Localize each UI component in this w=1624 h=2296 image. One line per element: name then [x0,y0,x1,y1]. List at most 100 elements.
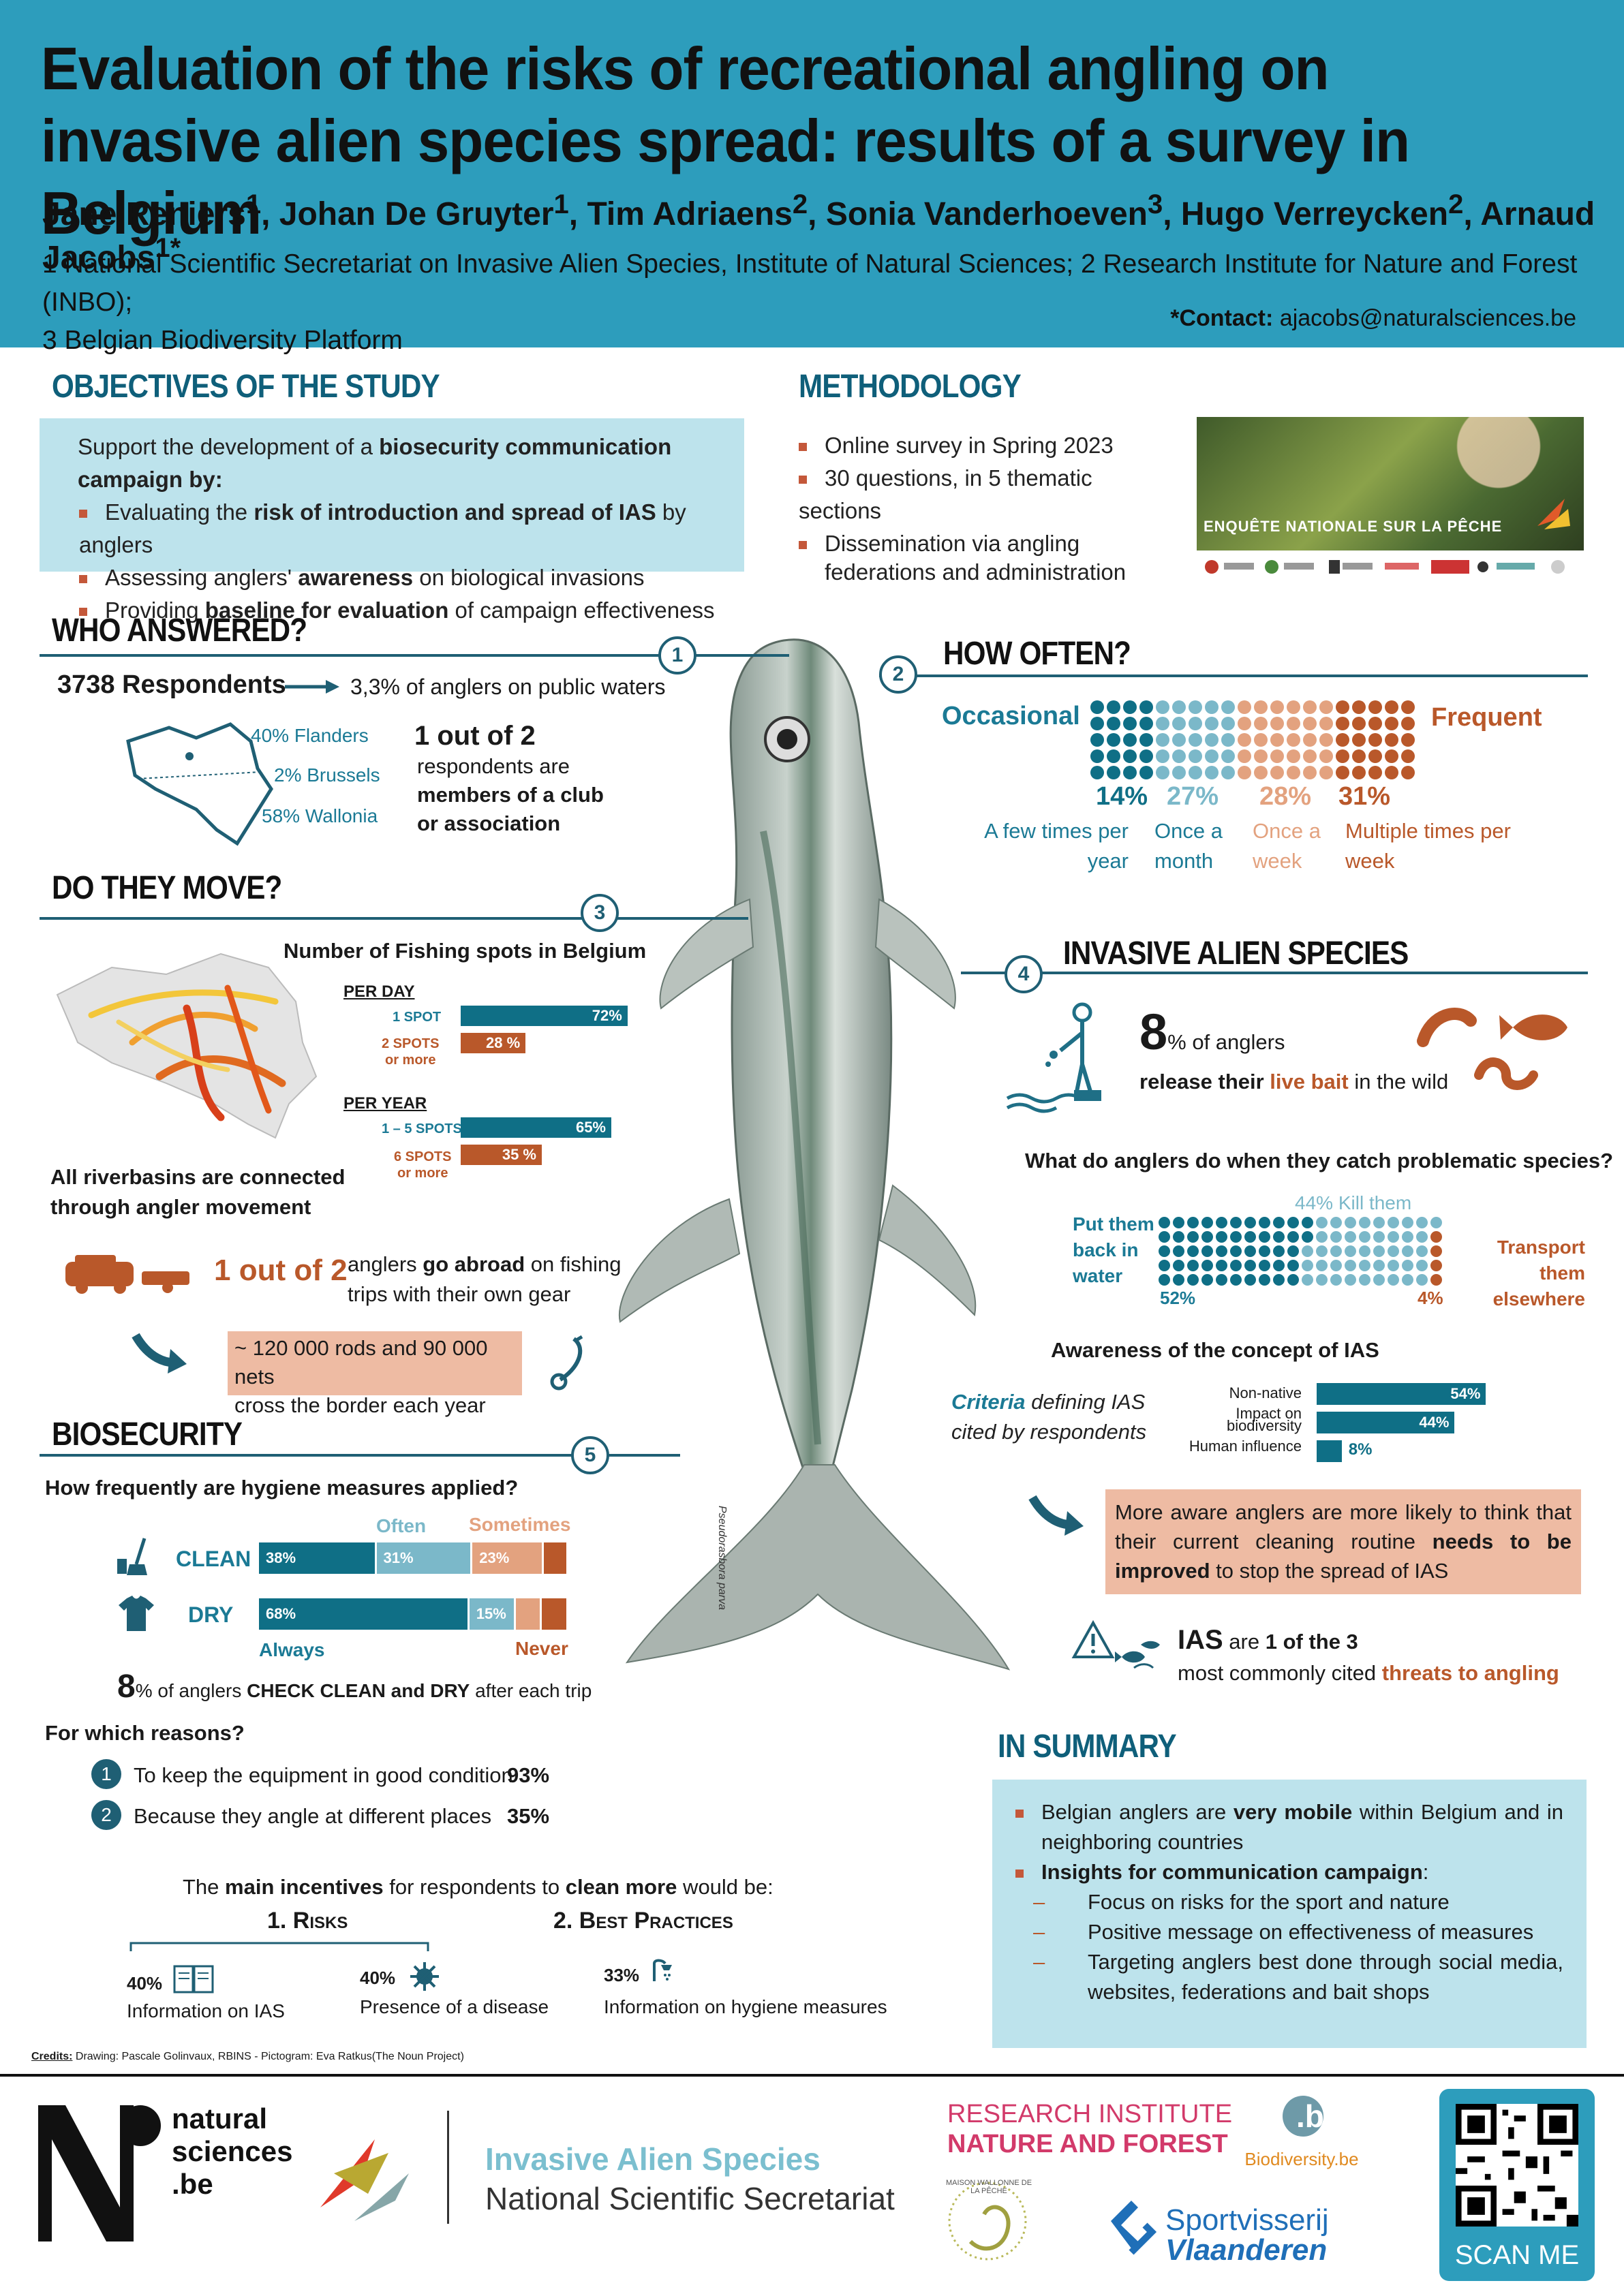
frequency-dot [1319,700,1333,714]
frequency-dot [1401,766,1415,779]
catch-dot [1402,1245,1413,1257]
catch-dot [1316,1231,1328,1243]
clean-segment-label: 23% [479,1549,510,1566]
frequency-dot [1270,766,1284,779]
spots-bar-label: 72% [592,1007,622,1024]
catch-dot [1345,1231,1356,1243]
frequency-dot [1090,733,1104,747]
catch-dot [1402,1260,1413,1271]
catch-dot [1273,1260,1285,1271]
frequency-dot [1368,717,1382,730]
catch-dot [1330,1217,1342,1228]
sportvisserij-name-2: Vlaanderen [1165,2233,1328,2267]
catch-dot [1173,1245,1184,1257]
frequency-dot [1172,717,1186,730]
catch-dot [1159,1274,1170,1286]
methodology-list: Online survey in Spring 2023 30 question… [799,433,1127,585]
frequency-dot [1238,733,1251,747]
catch-dot [1316,1217,1328,1228]
hygiene-question: How frequently are hygiene measures appl… [45,1476,519,1500]
frequency-dot [1205,749,1219,763]
frequency-dot [1385,749,1398,763]
catch-dot [1316,1245,1328,1257]
logo-mark-icon [1537,499,1570,529]
frequency-dot [1319,749,1333,763]
biodiversity-logo-icon: .be [1283,2096,1341,2137]
catch-dot [1216,1231,1227,1243]
criteria-bar-label: 44% [1419,1414,1450,1431]
catch-dot [1173,1274,1184,1286]
biodiversity-label: Biodiversity.be [1244,2149,1359,2169]
frequency-dot [1205,700,1219,714]
clean-segment: 31% [376,1542,471,1574]
frequency-dot [1368,733,1382,747]
sportvisserij-name-1: Sportvisserij [1165,2203,1329,2237]
reason-1-value: 93% [507,1763,550,1787]
frequency-dot [1254,733,1268,747]
catch-dot [1216,1217,1227,1228]
frequency-dot [1401,700,1415,714]
dry-segment [542,1598,566,1630]
frequency-dot [1238,766,1251,779]
criteria-bar: 44% [1317,1412,1455,1433]
car-trailer-icon [65,1255,189,1294]
catch-dot [1244,1274,1256,1286]
catch-dot [1159,1260,1170,1271]
biosecurity-number: 5 [571,1436,609,1474]
incentive-2-value: 40% [360,1968,396,1988]
frequency-dot [1123,700,1137,714]
partner-logos-strip [1197,550,1584,583]
threat-text: IAS are 1 of the 3 most commonly cited th… [1178,1625,1559,1685]
catch-dot [1187,1274,1199,1286]
clean-stacked-bar: 38% 31% 23% [259,1542,568,1574]
frequency-dot [1221,700,1235,714]
club-ratio: 1 out of 2 [414,721,536,751]
spots-bar-label: 35 % [502,1146,536,1163]
frequency-dot [1352,733,1366,747]
frequency-percents: 14% 27% 28% 31% [1096,782,1391,811]
move-rule [40,917,748,920]
authors: Jane Reniers1, Johan De Gruyter1, Tim Ad… [42,189,1595,276]
catch-dot [1259,1245,1270,1257]
transport-label: Transport them elsewhere [1492,1237,1585,1309]
header-banner [0,0,1624,347]
catch-dot [1416,1245,1428,1257]
catch-dot [1273,1245,1285,1257]
frequency-dot [1368,749,1382,763]
criteria-bar: 54% [1317,1383,1486,1405]
frequency-dot [1385,700,1398,714]
frequency-dot [1303,733,1317,747]
spot-1-label: 1 SPOT [393,1010,442,1025]
spot-1-5-label: 1 – 5 SPOTS [382,1121,462,1136]
often-label: Often [376,1515,427,1536]
catch-dot [1388,1274,1399,1286]
frequency-dot [1090,700,1104,714]
contact-email[interactable]: ajacobs@naturalsciences.be [1279,305,1576,331]
frequency-dot [1287,700,1300,714]
frequency-dot [1287,717,1300,730]
catch-dot [1259,1274,1270,1286]
catch-dot [1402,1217,1413,1228]
catch-dot [1201,1274,1213,1286]
put-back-label: Put them back in water [1073,1213,1154,1286]
catch-dot [1359,1245,1370,1257]
summary-title: IN SUMMARY [998,1728,1177,1765]
catch-dot [1216,1274,1227,1286]
frequency-dot [1270,700,1284,714]
catch-dot [1201,1245,1213,1257]
catch-dot [1230,1260,1242,1271]
catch-dot [1430,1274,1442,1286]
frequency-dot [1238,700,1251,714]
frequency-dot [1287,749,1300,763]
frequency-dot [1336,749,1349,763]
inbo-name-2: NATURE AND FOREST [947,2130,1228,2158]
catch-dot [1430,1245,1442,1257]
catch-dot [1287,1231,1299,1243]
spots-title: Number of Fishing spots in Belgium [284,939,647,963]
dry-segment-label: 15% [476,1605,506,1622]
frequency-dot [1123,749,1137,763]
frequency-dot [1319,766,1333,779]
qr-code-icon[interactable] [1456,2104,1578,2227]
qr-panel[interactable]: SCAN ME [1439,2089,1595,2281]
objectives-title: OBJECTIVES OF THE STUDY [52,369,440,405]
